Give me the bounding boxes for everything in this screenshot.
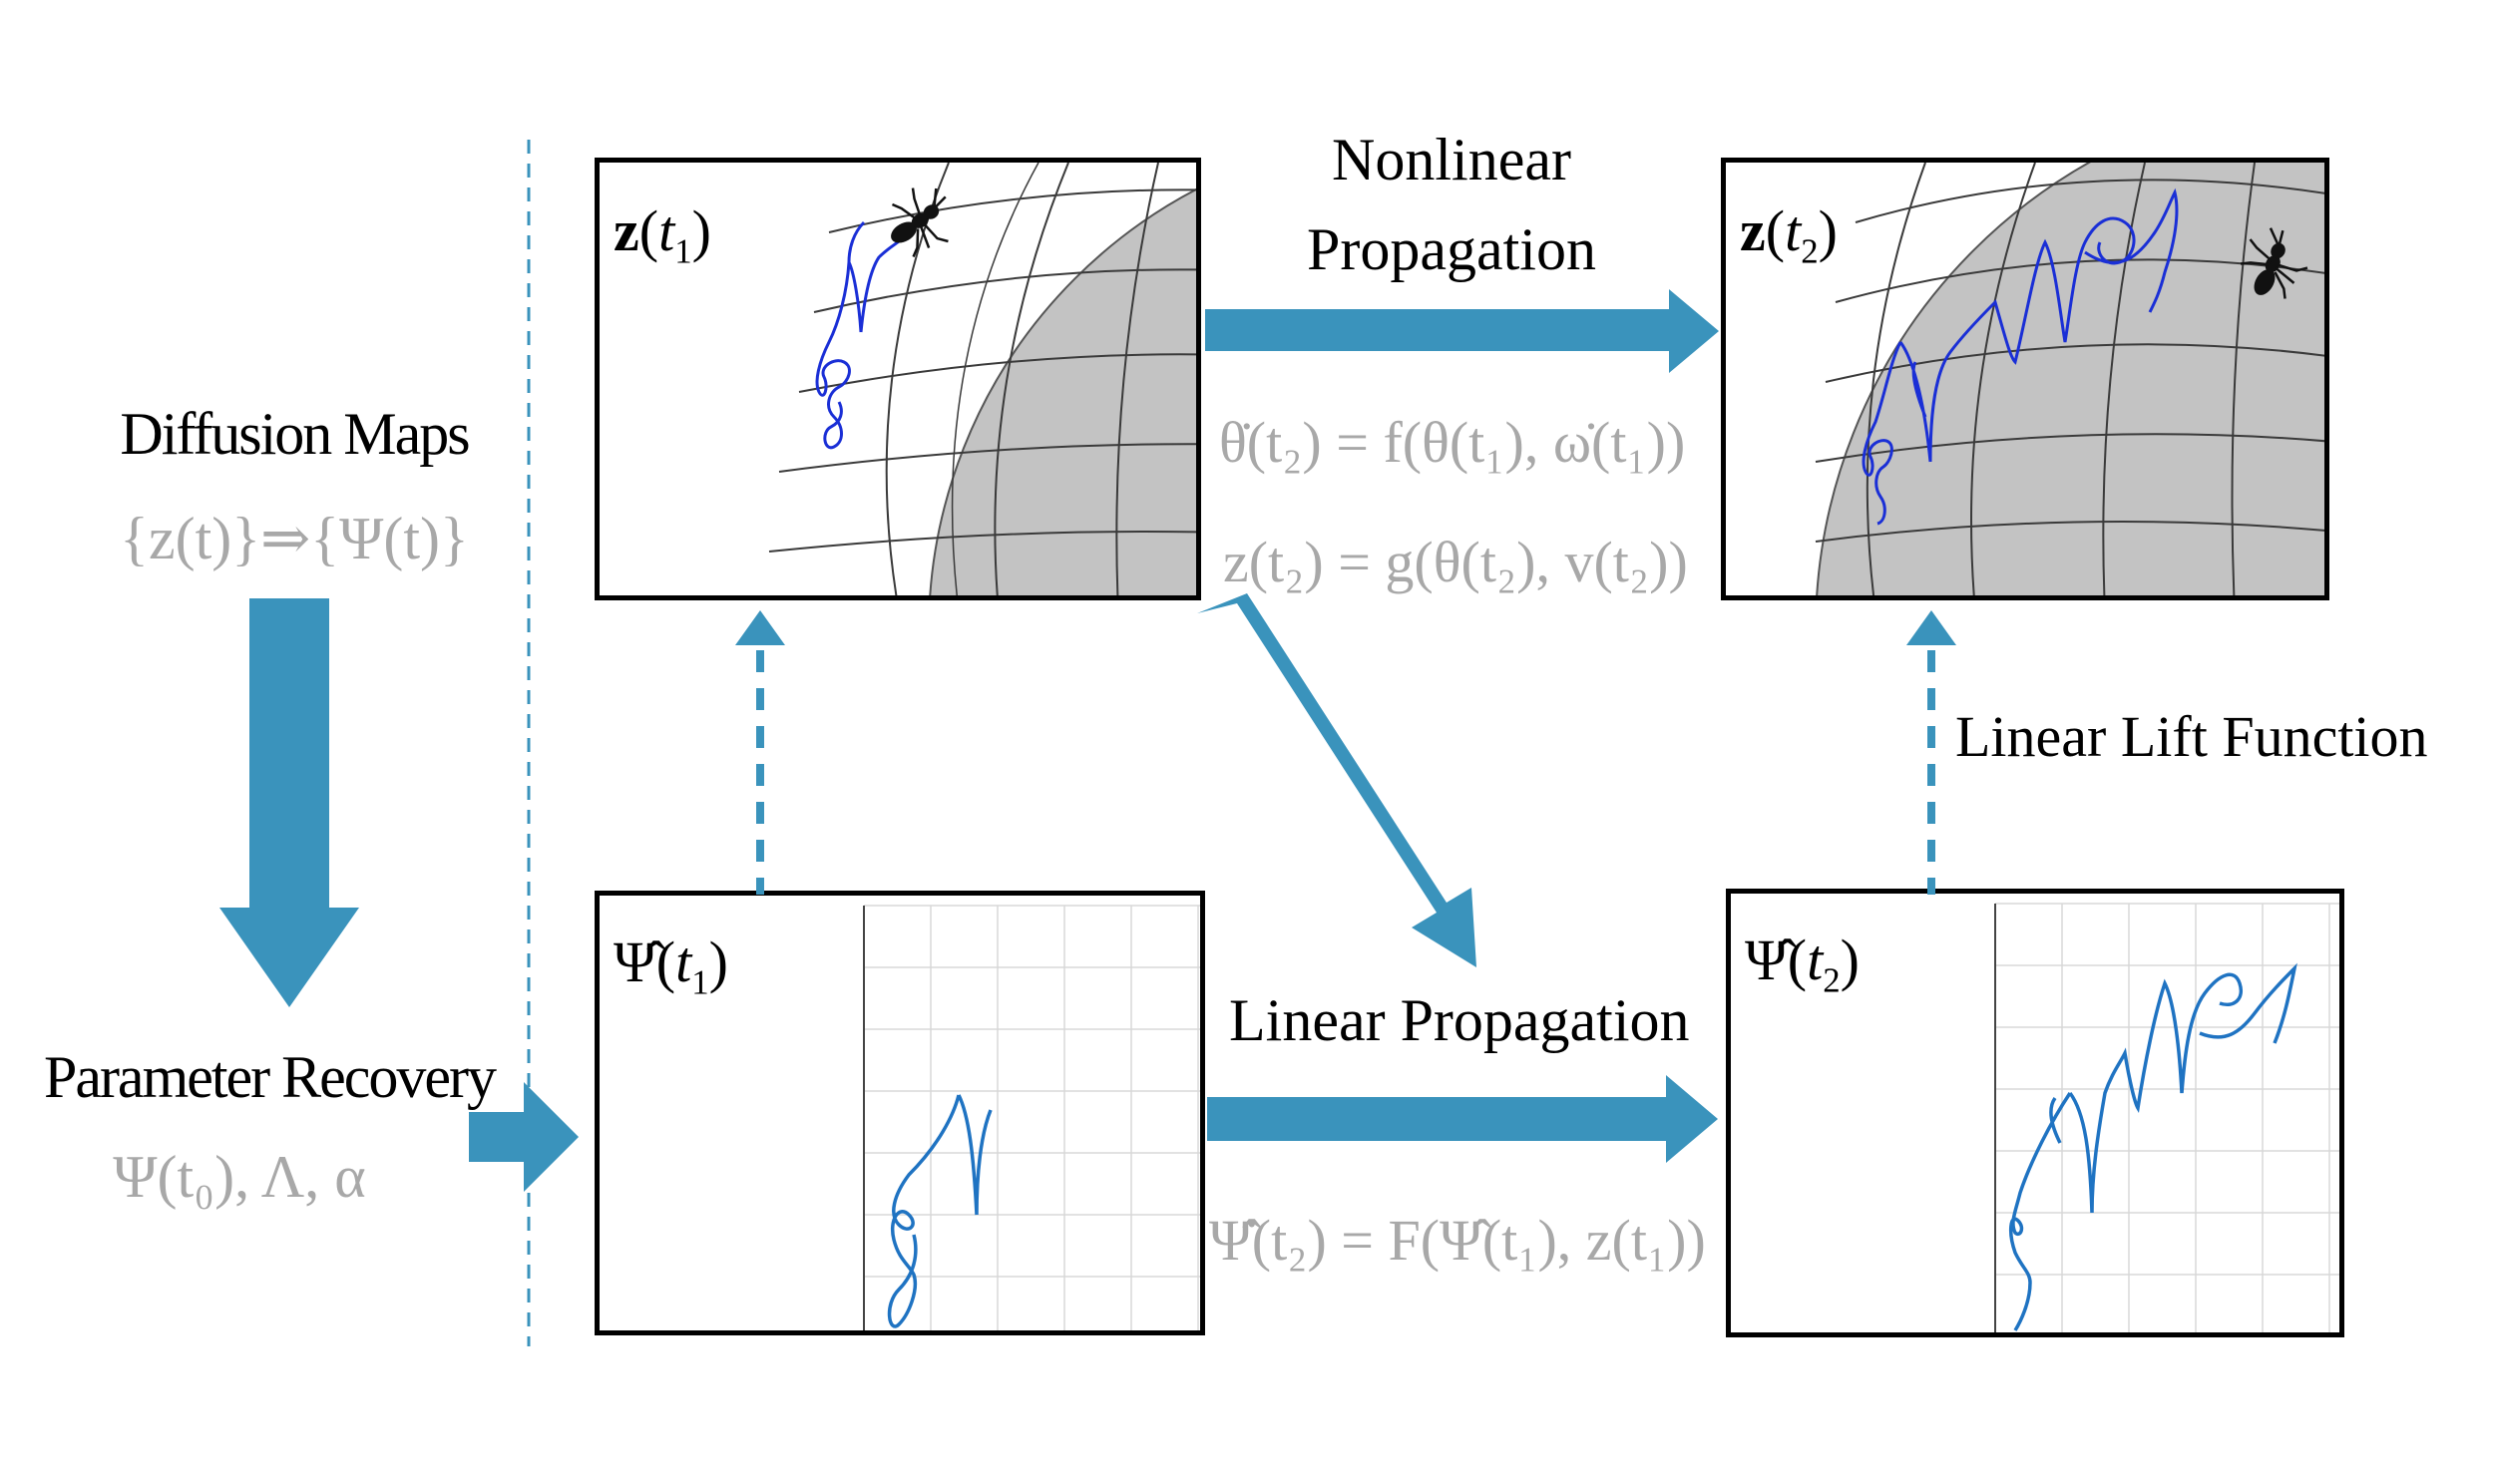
nonlinear-label-line2: Propagation (1307, 216, 1596, 282)
nonlinear-label-line1: Nonlinear (1332, 127, 1571, 192)
panel-label-z-t2: z(t2) (1740, 198, 1838, 271)
panel-label-psi-t2: Ψ̂(t2) (1745, 928, 1860, 1000)
equation-theta-dot: θ̇(t₂) = f(θ(t₁), ω̇(t₁)) (1219, 410, 1686, 475)
down-arrow (219, 598, 359, 1007)
ant-icon (891, 187, 949, 258)
panel-psi-t1: Ψ̂(t1) (595, 891, 1205, 1335)
panel-z-t1: z(t1) (595, 158, 1201, 600)
panel-label-z-t1: z(t1) (614, 198, 711, 271)
diffusion-mapping-formula: {z(t)}⇒{Ψ(t)} (120, 506, 469, 571)
equation-z: z(t₂) = g(θ(t₂), v(t₂)) (1223, 530, 1688, 594)
panel-psi-t2: Ψ̂(t2) (1726, 889, 2344, 1337)
diagonal-arrow (1197, 593, 1476, 967)
panel-label-psi-t1: Ψ̂(t1) (614, 929, 728, 1002)
equation-psi-dot: Ψ̂̇(t₂) = F(Ψ̂(t₁), z(t₁)) (1209, 1208, 1706, 1273)
trajectory-plot-t2 (2009, 962, 2297, 1331)
trajectory-plot-t1 (887, 1094, 993, 1328)
linear-propagation-label: Linear Propagation (1229, 987, 1690, 1053)
panel-z-t2: z(t2) (1721, 158, 2329, 600)
trajectory-sphere-t2 (1862, 187, 2179, 526)
parameter-recovery-title: Parameter Recovery (43, 1044, 497, 1110)
nonlinear-propagation-arrow (1205, 289, 1719, 373)
lift-arrow-left (735, 610, 785, 895)
linear-lift-label: Linear Lift Function (1955, 704, 2428, 769)
parameter-recovery-params: Ψ(t₀), Λ, α (113, 1144, 366, 1210)
lift-arrow-right (1906, 610, 1956, 895)
linear-propagation-arrow (1207, 1075, 1718, 1163)
right-arrow-recovery (469, 1082, 579, 1192)
ant-icon (2240, 227, 2308, 299)
diffusion-maps-title: Diffusion Maps (120, 401, 470, 467)
trajectory-sphere-t1 (815, 220, 906, 450)
